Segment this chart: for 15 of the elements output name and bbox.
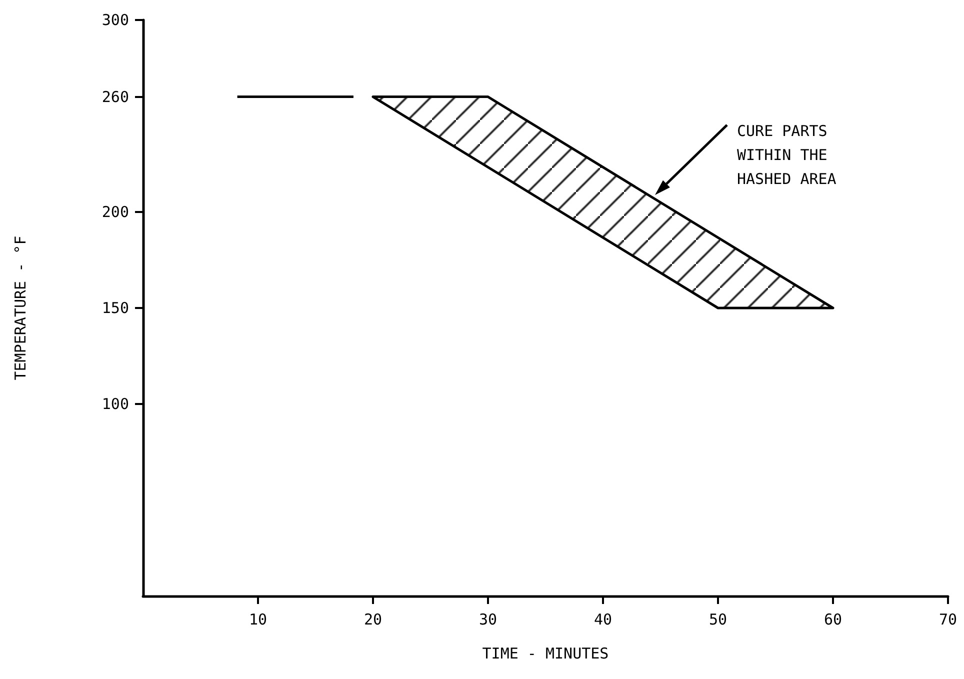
x-tick-label: 30: [478, 610, 498, 628]
x-tick-label: 20: [364, 610, 382, 628]
y-tick-label: 260: [102, 88, 129, 106]
x-tick-label: 50: [708, 610, 728, 628]
y-tick-label: 100: [102, 395, 129, 413]
y-tick-label: 150: [102, 299, 129, 317]
annotation: CURE PARTS WITHIN THE HASHED AREA: [737, 122, 836, 188]
y-tick-label: 300: [102, 11, 129, 29]
x-tick-label: 60: [824, 610, 842, 628]
y-tick-label: 200: [102, 203, 129, 221]
x-tick-label: 40: [594, 610, 612, 628]
x-tick-label: 70: [938, 610, 958, 628]
x-axis-title: TIME - MINUTES: [482, 644, 609, 662]
x-tick-label: 10: [248, 610, 268, 628]
y-axis-title: TEMPERATURE - °F: [12, 236, 30, 380]
